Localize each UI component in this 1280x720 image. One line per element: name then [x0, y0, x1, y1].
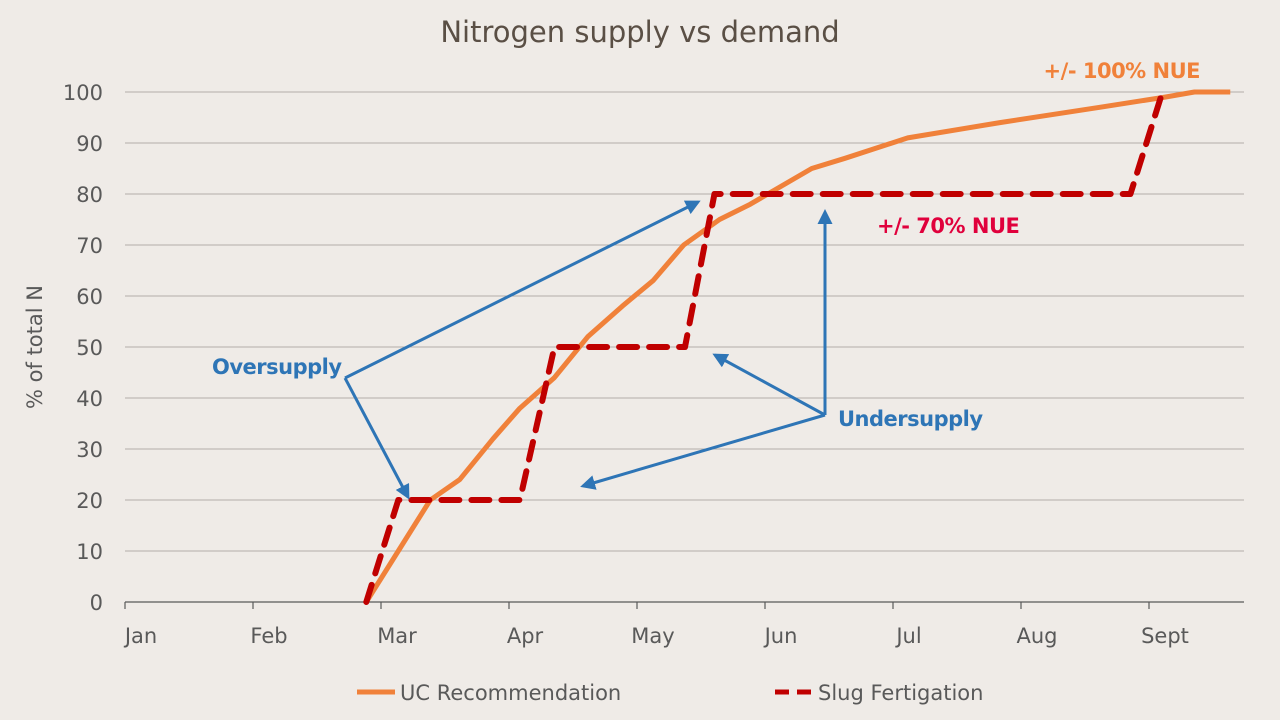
- x-tick-label: Jul: [894, 624, 921, 648]
- x-tick-label: Apr: [507, 624, 544, 648]
- annotation-oversupply: Oversupply: [212, 355, 342, 379]
- y-tick-label: 60: [76, 285, 103, 309]
- y-tick-label: 40: [76, 387, 103, 411]
- y-tick-label: 20: [76, 489, 103, 513]
- y-tick-label: 70: [76, 234, 103, 258]
- y-tick-label: 50: [76, 336, 103, 360]
- x-tick-label: May: [631, 624, 674, 648]
- undersupply-arrow: [712, 353, 826, 417]
- y-tick-label: 80: [76, 183, 103, 207]
- undersupply-arrow: [580, 413, 826, 490]
- chart-title: Nitrogen supply vs demand: [440, 15, 839, 49]
- legend: UC Recommendation Slug Fertigation: [357, 681, 983, 705]
- legend-label-uc: UC Recommendation: [400, 681, 621, 705]
- x-tick-label: Aug: [1016, 624, 1057, 648]
- y-tick-label: 90: [76, 132, 103, 156]
- x-tick-label: Sept: [1141, 624, 1189, 648]
- oversupply-arrow: [343, 377, 410, 500]
- annotation-nue-70: +/- 70% NUE: [877, 214, 1019, 238]
- legend-label-slug: Slug Fertigation: [818, 681, 983, 705]
- y-tick-label: 10: [76, 540, 103, 564]
- y-tick-label: 100: [63, 81, 103, 105]
- y-tick-label: 30: [76, 438, 103, 462]
- y-tick-label: 0: [90, 591, 103, 615]
- x-tick-label: Jan: [123, 624, 157, 648]
- annotation-nue-100: +/- 100% NUE: [1044, 59, 1200, 83]
- annotation-undersupply: Undersupply: [838, 407, 983, 431]
- x-tick-label: Jun: [763, 624, 798, 648]
- series-line-slug-fertigation: [363, 89, 1166, 605]
- x-tick-label: Feb: [250, 624, 287, 648]
- x-tick-label: Mar: [377, 624, 417, 648]
- y-axis-label: % of total N: [23, 285, 47, 409]
- oversupply-arrow: [344, 200, 701, 380]
